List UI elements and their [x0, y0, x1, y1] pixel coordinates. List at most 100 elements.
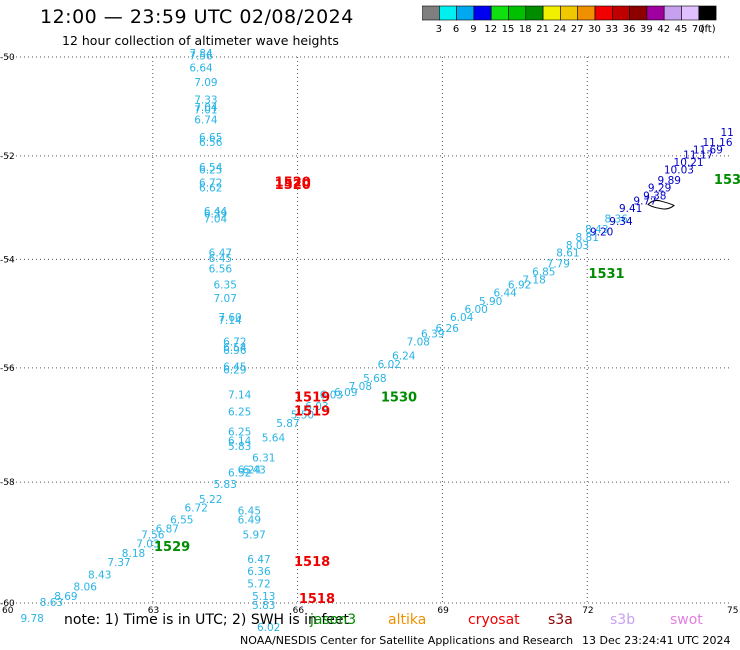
pass-time-label: 1531 [588, 267, 624, 282]
wave-height-point: 8.81 [576, 232, 599, 244]
wave-height-point: 6.24 [238, 464, 262, 476]
pass-time-label: 1519 [294, 390, 330, 405]
wave-height-point: 6.74 [194, 114, 218, 126]
wave-height-point: 5.83 [214, 479, 237, 491]
wave-height-point: 6.02 [257, 622, 280, 634]
wave-height-point: 5.83 [252, 600, 275, 612]
colorbar-label: 12 [484, 24, 497, 35]
wave-height-point: 8.36 [604, 214, 628, 226]
wave-height-point: 11.69 [693, 144, 723, 156]
colorbar-label: 18 [519, 24, 532, 35]
wave-height-point: 8.03 [566, 240, 589, 252]
wave-height-point: 11 [720, 127, 733, 139]
wave-height-point: 6.47 [247, 554, 270, 566]
wave-height-point: 6.85 [532, 266, 555, 278]
lon-tick-label: 72 [582, 606, 593, 616]
wave-height-point: 7.37 [107, 557, 130, 569]
pass-time-label: 1520 [275, 178, 311, 193]
wave-height-point: 6.49 [238, 515, 261, 527]
wave-height-point: 6.56 [209, 264, 233, 276]
wave-height-point: 6.45 [209, 253, 232, 265]
satellite-legend-s3b: s3b [610, 612, 636, 628]
wave-height-point: 6.03 [320, 390, 343, 402]
wave-height-point: 7.60 [218, 312, 241, 324]
wave-height-point: 6.02 [378, 359, 401, 371]
wave-height-point: 7.18 [522, 274, 545, 286]
wave-height-point: 10.21 [674, 157, 704, 169]
pass-time-label: 1530 [381, 390, 417, 405]
wave-height-point: 6.43 [242, 464, 265, 476]
island-outline [647, 199, 675, 210]
colorbar-label: 30 [588, 24, 601, 35]
wave-height-point: 6.65 [199, 132, 222, 144]
wave-height-point: 6.54 [199, 162, 223, 174]
wave-height-point: 7.09 [194, 77, 217, 89]
wave-height-point: 5.97 [242, 530, 265, 542]
wave-height-point: 6.55 [170, 515, 193, 527]
wave-height-point: 7.04 [204, 214, 228, 226]
wave-height-point: 11.16 [702, 137, 732, 149]
wave-height-point: 6.36 [247, 566, 271, 578]
wave-height-point: 6.25 [199, 165, 222, 177]
lat-tick-label: -50 [0, 53, 15, 63]
wave-height-point: 7.14 [228, 390, 252, 402]
satellite-legend-cryosat: cryosat [468, 612, 520, 628]
lat-tick-label: -54 [0, 255, 15, 265]
wave-height-point: 9.34 [609, 216, 633, 228]
wave-height-point: 6.39 [204, 208, 227, 220]
wave-height-point: 8.63 [40, 597, 63, 609]
colorbar-label: 6 [453, 24, 459, 35]
wave-height-point: 8.43 [88, 569, 111, 581]
colorbar-label: 24 [554, 24, 567, 35]
colorbar-label: 15 [502, 24, 515, 35]
wave-height-point: 6.04 [450, 312, 474, 324]
lon-tick-label: 63 [148, 606, 159, 616]
wave-height-point: 6.26 [436, 323, 460, 335]
colorbar-label: 45 [675, 24, 688, 35]
lat-tick-label: -60 [0, 599, 15, 609]
wave-height-point: 9.20 [590, 227, 613, 239]
pass-time-label: 1518 [299, 592, 335, 607]
wave-height-point: 8.69 [54, 591, 77, 603]
wave-height-point: 7.33 [194, 94, 217, 106]
wave-height-point: 8.06 [74, 582, 98, 594]
wave-height-point: 6.03 [305, 401, 328, 413]
wave-height-point: 6.72 [185, 503, 208, 515]
colorbar-label: 27 [571, 24, 584, 35]
wave-height-point: 6.72 [223, 337, 246, 349]
footer-note: note: 1) Time is in UTC; 2) SWH is in fe… [64, 612, 350, 628]
wave-height-point: 7.14 [218, 315, 242, 327]
colorbar-label: 70 [692, 24, 705, 35]
colorbar-label: 9 [470, 24, 476, 35]
wave-height-point: 6.44 [204, 206, 228, 218]
colorbar-label: 39 [640, 24, 653, 35]
wave-height-point: 6.54 [223, 342, 247, 354]
wave-height-point: 5.22 [199, 494, 222, 506]
wave-height-point: 6.25 [228, 427, 251, 439]
wave-height-point: 5.87 [276, 418, 299, 430]
lon-tick-label: 66 [293, 606, 305, 616]
wave-height-point: 7.03 [136, 539, 159, 551]
colorbar-label: 3 [436, 24, 442, 35]
wave-height-point: 9.41 [619, 203, 642, 215]
wave-height-point: 9.78 [20, 613, 43, 625]
map-subtitle: 12 hour collection of altimeter wave hei… [62, 33, 339, 48]
wave-height-point: 6.39 [421, 328, 444, 340]
colorbar-label: 33 [605, 24, 618, 35]
wave-height-point: 6.44 [493, 288, 517, 300]
wave-height-colorbar: 3 6 9 12 15 18 21 24 27 30 33 36 39 42 45 70(ft) [422, 5, 717, 35]
wave-height-point: 7.08 [407, 337, 430, 349]
wave-height-point: 7.01 [194, 104, 217, 116]
wave-height-point: 6.14 [228, 435, 252, 447]
wave-height-point: 10.03 [664, 165, 694, 177]
colorbar-swatch [698, 5, 717, 21]
wave-height-point: 6.09 [334, 387, 357, 399]
wave-height-point: 5.90 [479, 296, 502, 308]
lat-tick-label: -56 [0, 364, 15, 374]
wave-height-point: 6.29 [223, 364, 246, 376]
satellite-legend-swot: swot [670, 612, 703, 628]
lon-tick-label: 75 [727, 606, 738, 616]
wave-height-point: 8.61 [556, 248, 579, 260]
wave-height-point: 5.83 [228, 441, 251, 453]
